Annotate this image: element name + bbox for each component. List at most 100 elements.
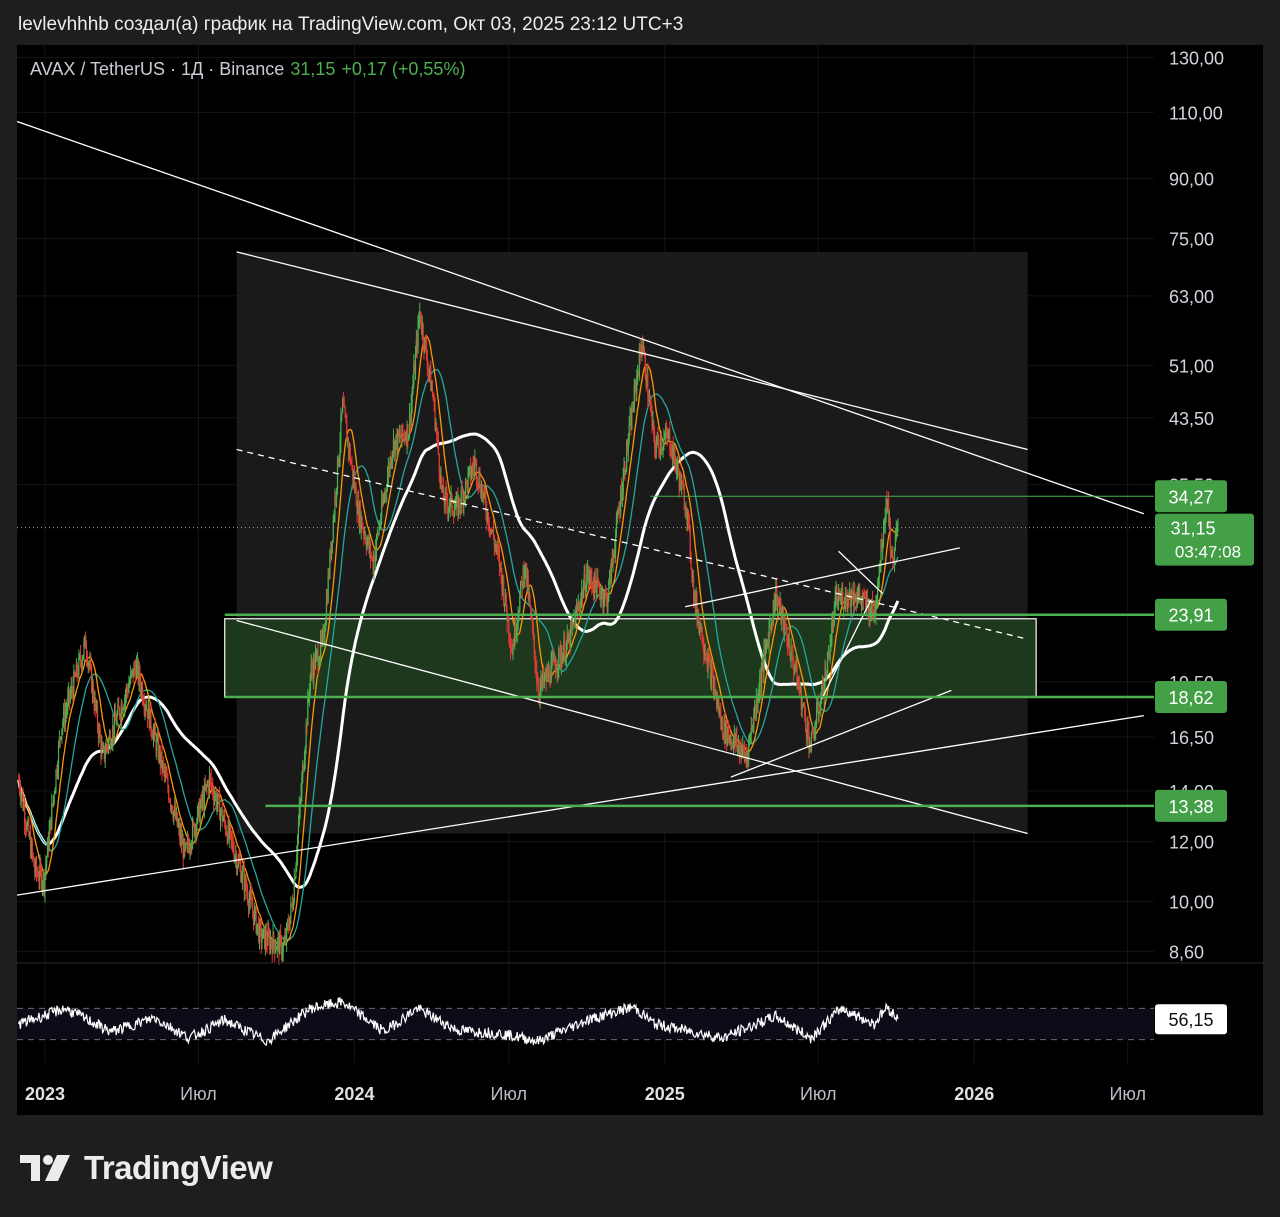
candle-body bbox=[277, 937, 279, 941]
trendline[interactable] bbox=[236, 448, 1028, 640]
candle-body bbox=[160, 751, 162, 765]
candle-body bbox=[734, 734, 736, 744]
candle-body bbox=[214, 793, 217, 797]
candle-body bbox=[76, 663, 78, 674]
candle-body bbox=[359, 504, 361, 530]
candle-body bbox=[405, 437, 407, 444]
candle-body bbox=[592, 586, 595, 594]
candle-body bbox=[469, 465, 471, 469]
candle-body bbox=[156, 739, 158, 752]
candle-body bbox=[130, 673, 132, 682]
candle-body bbox=[341, 399, 344, 413]
candle-body bbox=[330, 542, 333, 559]
candle-body bbox=[248, 899, 250, 908]
candle-body bbox=[893, 561, 895, 564]
candle-body bbox=[320, 637, 322, 641]
candle-body bbox=[888, 499, 890, 524]
candle-body bbox=[262, 929, 264, 939]
candle-body bbox=[404, 437, 406, 439]
candle-body bbox=[754, 705, 757, 711]
candle-body bbox=[600, 595, 602, 601]
candle-body bbox=[839, 598, 841, 602]
candle-body bbox=[394, 440, 396, 455]
candle-body bbox=[263, 928, 266, 948]
candle-body bbox=[363, 529, 365, 536]
candle-body bbox=[385, 490, 387, 492]
candle-body bbox=[729, 737, 731, 742]
candle-body bbox=[517, 617, 519, 621]
symbol-legend[interactable]: AVAX / TetherUS · 1Д · Binance 31,15 +0,17… bbox=[30, 59, 465, 80]
candle-body bbox=[318, 663, 320, 667]
candle-body bbox=[785, 628, 787, 633]
candle-body bbox=[258, 922, 261, 942]
trendline[interactable] bbox=[838, 550, 884, 595]
candle-body bbox=[184, 841, 186, 850]
candle-body bbox=[631, 407, 634, 412]
symbol-name[interactable]: AVAX / TetherUS · 1Д · Binance bbox=[30, 59, 285, 79]
candle-body bbox=[246, 888, 248, 893]
trendline[interactable] bbox=[17, 120, 1145, 515]
candle-body bbox=[217, 794, 219, 803]
candle-body bbox=[858, 591, 860, 596]
candle-body bbox=[335, 495, 337, 498]
candle-body bbox=[810, 743, 812, 752]
candle-body bbox=[341, 412, 343, 417]
candle-body bbox=[784, 617, 786, 629]
candle-body bbox=[296, 854, 298, 866]
candle-body bbox=[567, 634, 569, 643]
price-change: +0,17 (+0,55%) bbox=[341, 59, 466, 79]
candle-body bbox=[121, 704, 123, 713]
candle-body bbox=[765, 644, 767, 651]
price-axis-label: 51,00 bbox=[1169, 356, 1214, 376]
candle-body bbox=[712, 673, 714, 691]
candle-body bbox=[414, 365, 416, 374]
candle-body bbox=[537, 685, 540, 698]
candle-body bbox=[645, 376, 647, 387]
candle-body bbox=[736, 736, 738, 748]
candle-body bbox=[727, 729, 729, 739]
candle-body bbox=[237, 859, 239, 867]
candle-body bbox=[681, 481, 683, 490]
candle-body bbox=[877, 577, 880, 586]
candle-body bbox=[46, 839, 49, 858]
trendline[interactable] bbox=[730, 689, 952, 778]
candle-body bbox=[78, 656, 80, 675]
candle-body bbox=[651, 410, 653, 427]
candle-body bbox=[107, 739, 110, 748]
candle-body bbox=[630, 416, 632, 430]
candle-body bbox=[827, 651, 830, 653]
candle-body bbox=[381, 500, 384, 505]
candle-body bbox=[308, 691, 311, 696]
candle-body bbox=[597, 577, 599, 584]
level-price-label-bg bbox=[1155, 681, 1227, 714]
candle-body bbox=[386, 477, 389, 491]
candle-body bbox=[77, 673, 79, 675]
candle-body bbox=[152, 735, 154, 740]
chart-canvas[interactable]: 130,00110,0090,0075,0063,0051,0043,5035,… bbox=[17, 45, 1263, 1115]
candle-body bbox=[894, 535, 896, 551]
level-price-label-bg bbox=[1155, 598, 1227, 631]
trendline[interactable] bbox=[236, 251, 1028, 451]
candle-body bbox=[118, 704, 120, 709]
candle-body bbox=[862, 593, 864, 600]
candle-body bbox=[452, 510, 454, 514]
candle-body bbox=[677, 464, 679, 475]
candle-body bbox=[64, 712, 66, 725]
trendline[interactable] bbox=[236, 619, 1028, 835]
candle-body bbox=[458, 498, 461, 507]
candle-body bbox=[652, 421, 654, 427]
trendline[interactable] bbox=[684, 547, 960, 608]
candle-body bbox=[811, 729, 813, 732]
trendline[interactable] bbox=[821, 599, 872, 700]
candle-body bbox=[79, 655, 82, 662]
candle-body bbox=[774, 603, 776, 613]
chart-frame[interactable]: 130,00110,0090,0075,0063,0051,0043,5035,… bbox=[17, 45, 1263, 1115]
candle-body bbox=[649, 399, 651, 406]
candle-body bbox=[275, 948, 278, 950]
tradingview-brand[interactable]: TradingView bbox=[20, 1148, 273, 1188]
candle-body bbox=[180, 833, 183, 845]
candle-body bbox=[86, 656, 88, 665]
candle-body bbox=[557, 667, 559, 672]
last-price-label: 31,15 03:47:08 bbox=[1155, 513, 1254, 566]
price-axis-label: 8,60 bbox=[1169, 942, 1204, 962]
